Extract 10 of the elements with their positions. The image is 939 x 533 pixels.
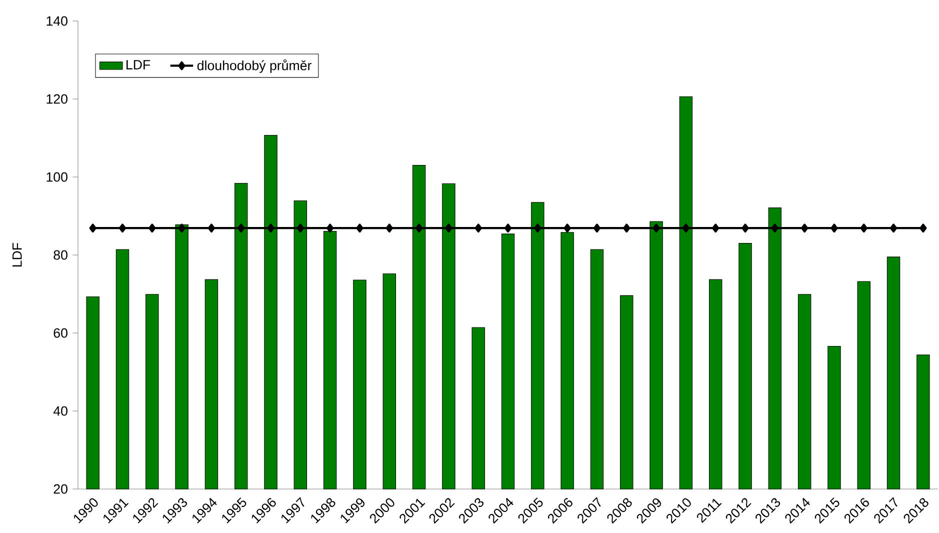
y-tick-label: 80 bbox=[54, 250, 68, 260]
y-tick-label: 140 bbox=[46, 16, 68, 26]
legend-label: dlouhodobý průměr bbox=[197, 59, 312, 73]
y-tick-label: 40 bbox=[53, 406, 68, 416]
y-axis-title: LDF bbox=[12, 242, 22, 267]
legend-label: LDF bbox=[126, 60, 150, 70]
y-tick-label: 120 bbox=[46, 94, 68, 104]
y-tick-label: 100 bbox=[46, 172, 68, 182]
y-tick-label: 20 bbox=[54, 484, 68, 494]
y-tick-label: 60 bbox=[54, 328, 68, 338]
